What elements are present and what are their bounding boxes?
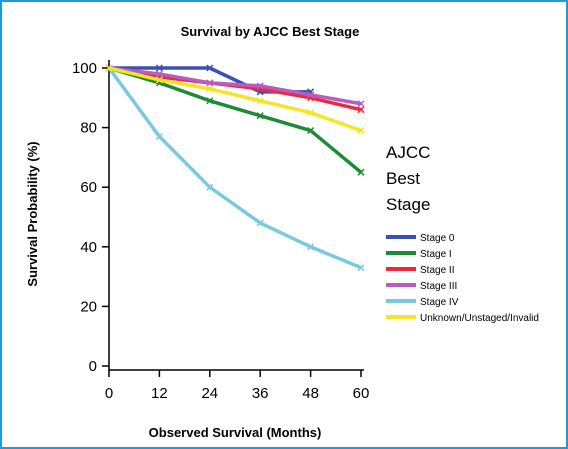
data-point	[155, 133, 163, 141]
data-point	[357, 127, 365, 135]
x-tick-label: 36	[252, 385, 269, 402]
data-point	[105, 64, 113, 72]
data-point	[357, 106, 365, 114]
x-tick-label: 0	[105, 385, 113, 402]
chart-title: Survival by AJCC Best Stage	[181, 24, 360, 39]
y-tick-label: 0	[89, 358, 97, 375]
data-point	[256, 82, 264, 90]
data-point	[357, 168, 365, 176]
x-tick-label: 12	[151, 385, 168, 402]
legend-entry: Stage IV	[420, 297, 459, 308]
y-tick-label: 100	[72, 60, 97, 77]
data-point	[307, 109, 315, 117]
x-tick-label: 24	[201, 385, 218, 402]
legend-entry: Stage III	[420, 281, 457, 292]
data-point	[206, 97, 214, 105]
data-point	[256, 97, 264, 105]
data-point	[206, 183, 214, 191]
data-point	[307, 243, 315, 251]
series-line-1	[108, 66, 363, 174]
data-point	[155, 76, 163, 84]
data-point	[307, 91, 315, 99]
data-point	[357, 264, 365, 272]
data-point	[206, 79, 214, 87]
x-tick-label: 60	[353, 385, 370, 402]
legend: AJCC Best Stage Stage 0 Stage I Stage II Stage…	[386, 143, 539, 324]
series-group	[105, 64, 365, 272]
data-point	[155, 70, 163, 78]
legend-title-line: Best	[386, 169, 420, 188]
series-line-3	[108, 66, 362, 106]
y-axis-label: Survival Probability (%)	[25, 141, 40, 286]
legend-entry: Stage I	[420, 249, 452, 260]
legend-entry: Stage 0	[420, 233, 455, 244]
data-point	[307, 127, 315, 135]
legend-entry: Stage II	[420, 265, 454, 276]
legend-title-line: Stage	[386, 195, 430, 214]
x-axis-label: Observed Survival (Months)	[149, 425, 322, 440]
data-point	[206, 64, 214, 72]
y-tick-label: 20	[80, 298, 97, 315]
y-tick-label: 60	[80, 179, 97, 196]
series-line-2	[108, 66, 362, 112]
series-line-5	[108, 66, 362, 133]
legend-entry: Unknown/Unstaged/Invalid	[420, 313, 539, 324]
data-point	[357, 100, 365, 108]
x-tick-label: 48	[302, 385, 319, 402]
data-point	[206, 85, 214, 93]
data-point	[256, 219, 264, 227]
legend-title-line: AJCC	[386, 143, 430, 162]
y-tick-label: 80	[80, 120, 97, 137]
y-tick-label: 40	[80, 239, 97, 256]
data-point	[256, 112, 264, 120]
axis-ticks: 0 20 40 60 80 100 0 12 24 36 48 60	[72, 60, 369, 402]
series-line-4	[107, 66, 362, 270]
data-point	[155, 64, 163, 72]
